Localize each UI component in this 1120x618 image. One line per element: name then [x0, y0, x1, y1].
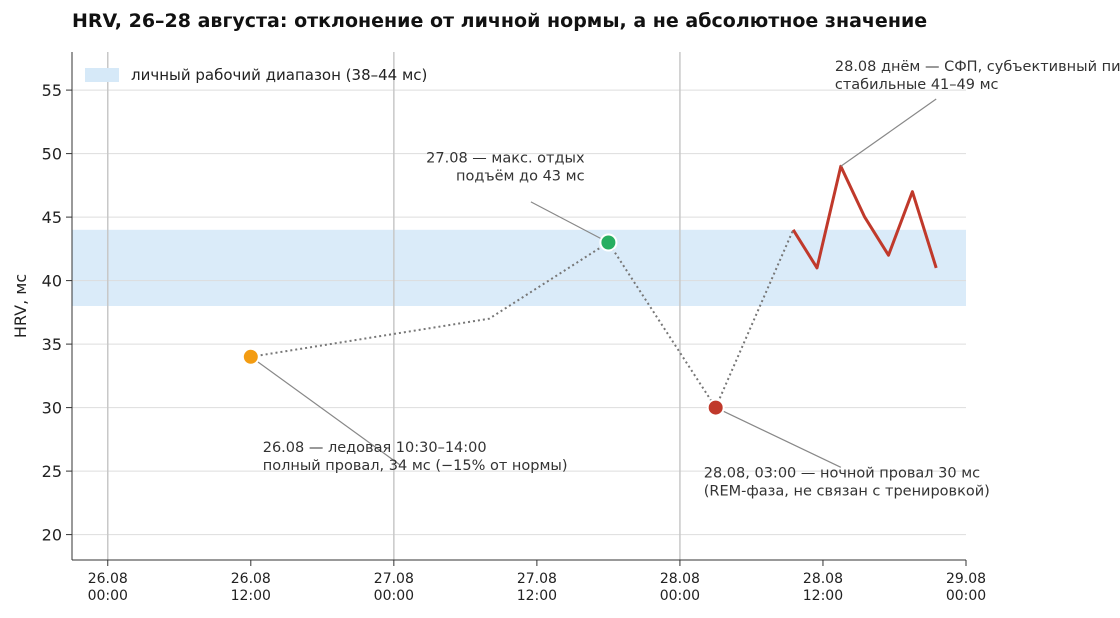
x-tick-label: 29.08 00:00	[946, 571, 986, 604]
x-tick-label-line: 00:00	[946, 588, 986, 604]
annotation-text: подъём до 43 мс	[456, 168, 585, 184]
marker-layer	[241, 233, 725, 417]
x-tick-label-line: 12:00	[517, 588, 557, 604]
annotation-leader-line	[530, 201, 609, 244]
x-tick-label-line: 12:00	[803, 588, 843, 604]
legend-layer: личный рабочий диапазон (38–44 мс)	[85, 66, 427, 84]
annotation-text: (REM-фаза, не связан с тренировкой)	[704, 483, 990, 499]
y-tick-label: 50	[42, 145, 62, 164]
chart-title: HRV, 26–28 августа: отклонение от личной…	[72, 10, 928, 32]
band-layer	[72, 229, 966, 306]
series-layer	[250, 164, 938, 410]
x-tick-label-line: 26.08	[231, 571, 271, 587]
legend-band-swatch	[85, 68, 119, 82]
x-tick-label-line: 00:00	[660, 588, 700, 604]
x-tick-label-line: 00:00	[88, 588, 128, 604]
legend-band-label: личный рабочий диапазон (38–44 мс)	[131, 66, 427, 84]
annotation-text: 28.08 днём — СФП, субъективный пик	[835, 59, 1120, 75]
annotation-text: полный провал, 34 мс (−15% от нормы)	[263, 458, 568, 474]
x-tick-label: 28.08 12:00	[803, 571, 843, 604]
x-tick-label-line: 28.08	[803, 571, 843, 587]
x-tick-label-line: 00:00	[374, 588, 414, 604]
annotation-layer: 26.08 — ледовая 10:30–14:00 полный провал…	[250, 59, 1120, 499]
x-tick-label-line: 29.08	[946, 571, 986, 587]
hrv-day-line	[791, 164, 938, 270]
y-tick-label: 45	[42, 208, 62, 227]
annotation-text: 27.08 — макс. отдых	[426, 150, 585, 166]
annotation-leader-line	[250, 356, 401, 466]
y-tick-label: 35	[42, 335, 62, 354]
data-point-marker	[599, 233, 618, 252]
y-axis-label: HRV, мс	[11, 274, 30, 338]
annotation-text: 26.08 — ледовая 10:30–14:00	[263, 440, 487, 456]
annotation-leader-line	[715, 407, 842, 468]
x-tick-label-line: 26.08	[88, 571, 128, 587]
x-tick-label: 26.08 12:00	[231, 571, 271, 604]
y-tick-label: 25	[42, 462, 62, 481]
annotation-leader-line	[840, 98, 937, 167]
x-tick-label: 27.08 12:00	[517, 571, 557, 604]
y-tick-label: 20	[42, 526, 62, 545]
x-tick-label: 27.08 00:00	[374, 571, 414, 604]
annotation-text: стабильные 41–49 мс	[835, 77, 999, 93]
x-tick-label-line: 27.08	[374, 571, 414, 587]
grid-layer	[72, 52, 966, 560]
x-tick-label-line: 27.08	[517, 571, 557, 587]
x-tick-label: 28.08 00:00	[660, 571, 700, 604]
y-tick-label: 55	[42, 81, 62, 100]
annotation-text: 28.08, 03:00 — ночной провал 30 мс	[704, 465, 980, 481]
norm-band	[72, 229, 966, 306]
x-tick-label: 26.08 00:00	[88, 571, 128, 604]
data-point-marker	[241, 347, 260, 366]
dotted-trend-line	[250, 229, 795, 410]
y-tick-label: 40	[42, 272, 62, 291]
x-tick-label-line: 28.08	[660, 571, 700, 587]
x-tick-label-line: 12:00	[231, 588, 271, 604]
data-point-marker	[706, 398, 725, 417]
y-tick-label: 30	[42, 399, 62, 418]
